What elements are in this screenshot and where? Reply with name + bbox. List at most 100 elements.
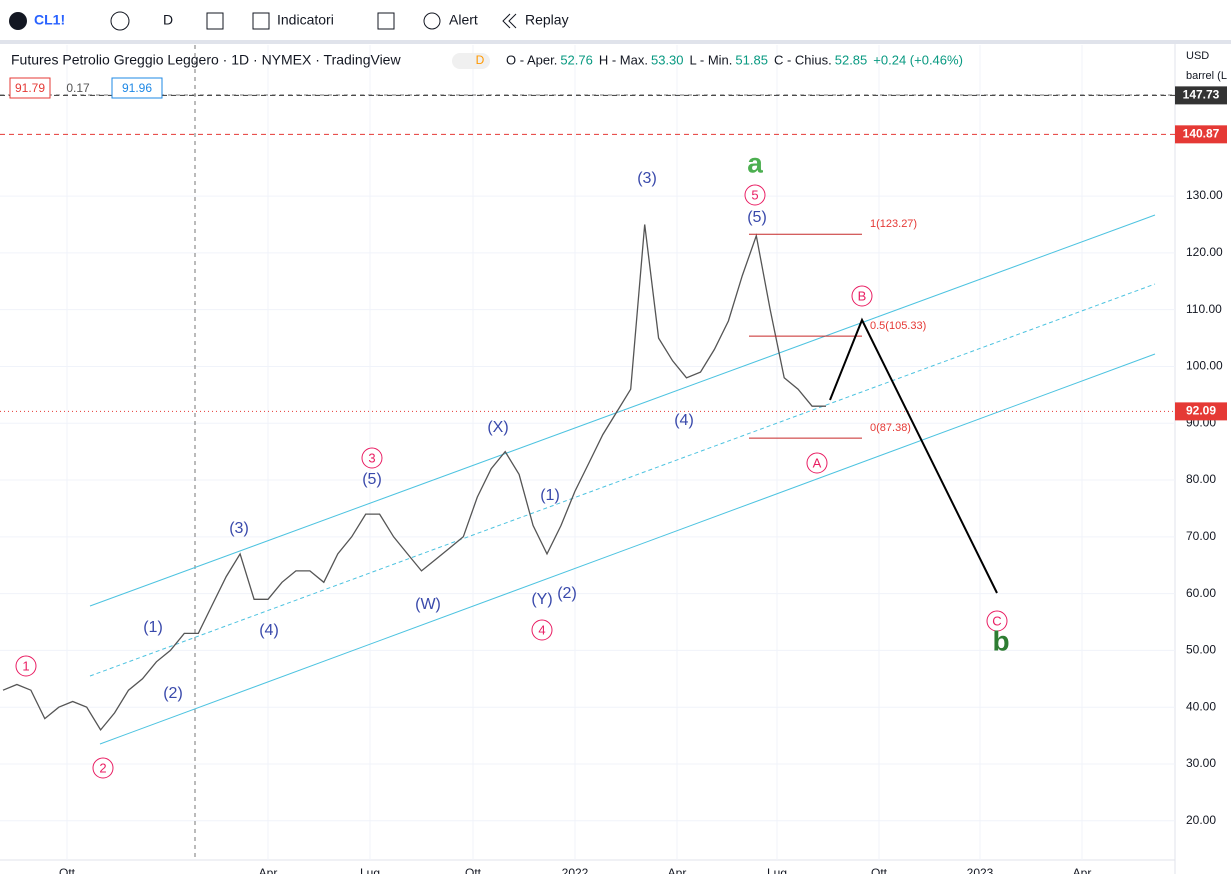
symbol-icon	[9, 12, 27, 30]
add-symbol[interactable]	[110, 11, 130, 31]
price-badge-label: 92.09	[1186, 404, 1216, 418]
wave-label: C	[992, 613, 1001, 628]
x-tick-label: Apr	[259, 866, 278, 874]
wave-label: A	[813, 455, 822, 470]
wave-circle	[361, 447, 383, 469]
projection	[829, 317, 998, 594]
wave-label: (3)	[637, 170, 657, 187]
x-tick-label: Lug	[360, 866, 380, 874]
unit: barrel (L	[1186, 70, 1227, 82]
indicator-box	[9, 77, 51, 99]
ohlc-change: +0.24 (+0.46%)	[873, 52, 963, 67]
wave-label: (X)	[487, 419, 508, 436]
y-tick-label: 80.00	[1186, 472, 1216, 486]
indicator-box	[111, 77, 163, 99]
wave-label: a	[747, 147, 763, 178]
ohlc: O - Aper. 52.76 H - Max. 53.30 L - Min. 51.85…	[506, 52, 963, 67]
y-tick-label: 130.00	[1186, 188, 1223, 202]
wave-label: 1	[22, 658, 29, 673]
wave-circle	[806, 452, 828, 474]
interval[interactable]: D	[163, 12, 173, 28]
plot	[0, 45, 1175, 860]
y-tick-label: 60.00	[1186, 586, 1216, 600]
toolbar	[0, 0, 1231, 42]
indicator-value: 91.96	[122, 81, 152, 95]
x-tick-label: Apr	[668, 866, 687, 874]
badge: D	[476, 53, 485, 67]
indicator-value: 0.17	[66, 81, 90, 95]
x-tick-label: 2022	[562, 866, 589, 874]
x-tick-label: 2023	[967, 866, 994, 874]
channel-line	[99, 353, 1156, 745]
symbol[interactable]: CL1!	[34, 12, 65, 28]
fib-label: 0(87.38)	[870, 422, 911, 434]
wave-label: (5)	[747, 209, 767, 226]
alert-button[interactable]: Alert	[449, 12, 478, 28]
wave-label: 3	[368, 450, 375, 465]
ohlc-value: 53.30	[651, 52, 684, 67]
channel-line	[89, 283, 1156, 677]
x-tick-label: Ott	[465, 866, 482, 874]
wave-label: (2)	[557, 585, 577, 602]
x-tick-label: Lug	[767, 866, 787, 874]
legend-title: Futures Petrolio Greggio Leggero · 1D · …	[11, 52, 401, 68]
y-tick-label: 40.00	[1186, 699, 1216, 713]
y-tick-label: 20.00	[1186, 813, 1216, 827]
price-badge	[1175, 86, 1227, 105]
indicator-values: 91.79 0.17 91.96	[9, 77, 163, 99]
wave-label: (4)	[259, 622, 279, 639]
wave-label: B	[858, 288, 867, 303]
wave-circle	[531, 619, 553, 641]
ohlc-value: 52.76	[560, 52, 593, 67]
x-tick-label: Ott	[871, 866, 888, 874]
wave-circle	[92, 757, 114, 779]
layouts-icon[interactable]	[377, 12, 395, 30]
chart-type-icon[interactable]	[206, 12, 224, 30]
ohlc-label: H - Max.	[599, 52, 648, 67]
ohlc-label: L - Min.	[690, 52, 733, 67]
currency: USD	[1186, 50, 1209, 62]
indicators-icon[interactable]	[252, 12, 270, 30]
y-tick-label: 30.00	[1186, 756, 1216, 770]
wave-label: (W)	[415, 596, 441, 613]
wave-label: b	[992, 625, 1009, 656]
indicators-button[interactable]: Indicatori	[277, 12, 334, 28]
wave-label: (3)	[229, 520, 249, 537]
indicator-value: 91.79	[15, 81, 45, 95]
y-tick-label: 110.00	[1186, 302, 1222, 316]
y-tick-label: 70.00	[1186, 529, 1216, 543]
price-line-series	[2, 224, 826, 732]
wave-label: (1)	[540, 487, 560, 504]
x-tick-label: Ott	[59, 866, 76, 874]
wave-label: (Y)	[531, 591, 552, 608]
wave-label: (4)	[674, 412, 694, 429]
y-tick-label: 50.00	[1186, 643, 1216, 657]
fib-label: 0.5(105.33)	[870, 320, 926, 332]
price-badge	[1175, 402, 1227, 421]
price-badge-label: 147.73	[1183, 88, 1220, 102]
price-badge-label: 140.87	[1183, 127, 1220, 141]
wave-circle	[744, 184, 766, 206]
replay-icon[interactable]	[502, 13, 517, 29]
replay-button[interactable]: Replay	[525, 12, 569, 28]
wave-label: (5)	[362, 471, 382, 488]
ohlc-label: O - Aper.	[506, 52, 557, 67]
y-tick-label: 100.00	[1186, 359, 1223, 373]
wave-label: (2)	[163, 685, 183, 702]
ohlc-value: 51.85	[735, 52, 768, 67]
wave-circle	[851, 285, 873, 307]
ohlc-label: C - Chius.	[774, 52, 832, 67]
price-badge	[1175, 125, 1227, 144]
wave-circle	[986, 610, 1008, 632]
x-tick-label: Apr	[1073, 866, 1092, 874]
y-tick-label: 120.00	[1186, 245, 1223, 259]
wave-label: 2	[99, 760, 106, 775]
badge-bg	[452, 53, 490, 69]
wave-label: (1)	[143, 619, 163, 636]
wave-label: 5	[751, 187, 758, 202]
alert-icon[interactable]	[423, 12, 441, 30]
channel-line	[89, 214, 1156, 607]
wave-label: 4	[538, 622, 545, 637]
